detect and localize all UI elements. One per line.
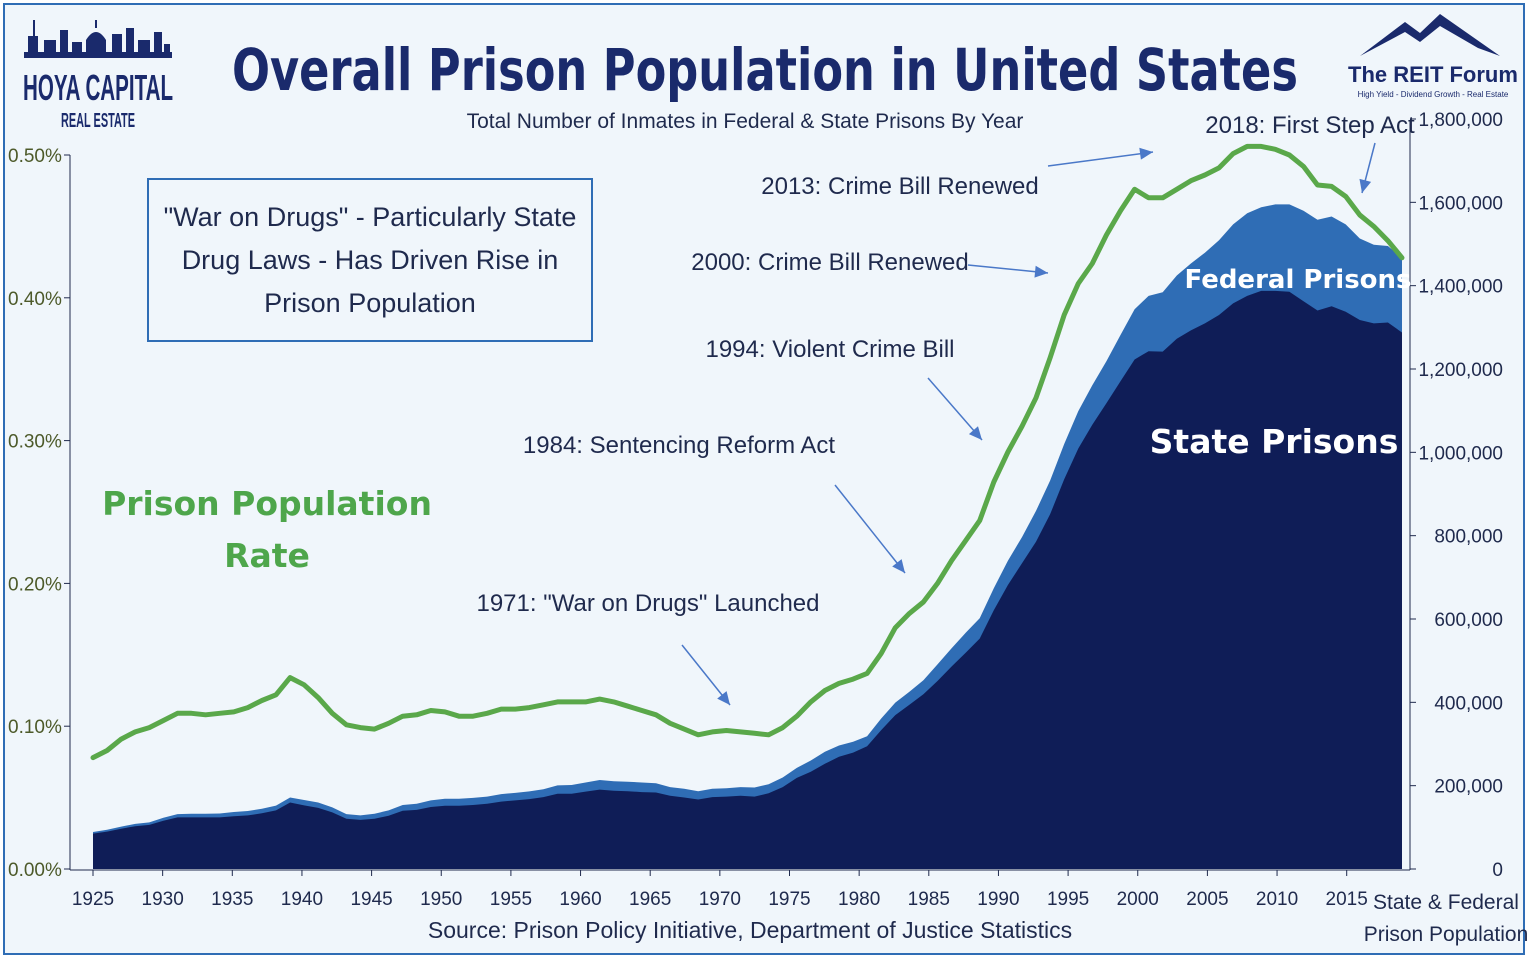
state-prisons-label: State Prisons	[1150, 422, 1399, 461]
x-tick-label: 1975	[768, 889, 810, 910]
x-tick-label: 1925	[72, 889, 114, 910]
mountain-icon	[1360, 14, 1500, 56]
prison-rate-line	[90, 143, 1405, 761]
right-tick-label: 1,600,000	[1418, 193, 1503, 214]
state-prisons-area	[93, 290, 1402, 869]
arrowhead-icon	[1139, 147, 1153, 160]
right-tick-label: 800,000	[1434, 527, 1503, 548]
annotation-arrow-line	[927, 377, 983, 441]
right-tick-label: 0	[1492, 860, 1503, 881]
x-tick-label: 1950	[420, 889, 462, 910]
annotation-1994: 1994: Violent Crime Bill	[705, 336, 954, 363]
annotation-2000: 2000: Crime Bill Renewed	[691, 249, 968, 276]
x-tick-label: 1995	[1047, 889, 1089, 910]
right-tick-label: 1,000,000	[1418, 443, 1503, 464]
arrowhead-icon	[968, 426, 982, 440]
right-axis-title-line1: State & Federal	[1373, 891, 1519, 914]
hoya-capital-logo: HOYA CAPITAL REAL ESTATE	[23, 20, 173, 132]
reit-forum-logo: The REIT Forum High Yield - Dividend Gro…	[1348, 14, 1518, 99]
arrowhead-icon	[717, 691, 730, 705]
chart-subtitle: Total Number of Inmates in Federal & Sta…	[467, 110, 1024, 133]
arrowhead-icon	[1034, 265, 1048, 278]
x-tick-label: 1970	[699, 889, 741, 910]
x-tick-label: 1955	[490, 889, 532, 910]
arrowhead-icon	[1359, 178, 1372, 193]
left-tick-label: 0.20%	[8, 574, 62, 595]
left-tick-label: 0.00%	[8, 860, 62, 881]
annotation-1971: 1971: "War on Drugs" Launched	[476, 590, 819, 617]
federal-prisons-label: Federal Prisons	[1184, 265, 1411, 295]
city-skyline-icon	[24, 20, 172, 58]
callout-line-1: "War on Drugs" - Particularly State	[164, 202, 577, 232]
x-tick-label: 1940	[281, 889, 323, 910]
left-tick-label: 0.10%	[8, 717, 62, 738]
x-tick-label: 1980	[838, 889, 880, 910]
source-note: Source: Prison Policy Initiative, Depart…	[428, 917, 1072, 943]
x-tick-label: 1960	[559, 889, 601, 910]
x-tick-label: 2000	[1117, 889, 1159, 910]
rate-label-line1: Prison Population	[102, 484, 432, 523]
annotation-2013: 2013: Crime Bill Renewed	[761, 173, 1038, 200]
right-tick-label: 200,000	[1434, 777, 1503, 798]
right-tick-label: 600,000	[1434, 610, 1503, 631]
callout-line-2: Drug Laws - Has Driven Rise in	[182, 245, 559, 275]
x-tick-label: 2015	[1326, 889, 1368, 910]
left-tick-label: 0.40%	[8, 289, 62, 310]
right-tick-label: 1,400,000	[1418, 277, 1503, 298]
annotation-arrow-line	[834, 484, 906, 574]
x-tick-label: 1930	[142, 889, 184, 910]
logo-right-tagline: High Yield - Dividend Growth - Real Esta…	[1358, 90, 1509, 99]
annotation-1984: 1984: Sentencing Reform Act	[523, 432, 836, 459]
axes: 0.00% 0.10% 0.20% 0.30% 0.40% 0.50% 0 200,000 40…	[8, 110, 1503, 910]
arrowhead-icon	[892, 559, 905, 573]
left-tick-label: 0.30%	[8, 432, 62, 453]
x-tick-label: 2005	[1186, 889, 1228, 910]
x-tick-label: 1965	[629, 889, 671, 910]
annotation-2018: 2018: First Step Act	[1205, 112, 1415, 139]
x-tick-label: 1990	[977, 889, 1019, 910]
callout-box: "War on Drugs" - Particularly State Drug…	[147, 178, 593, 342]
right-axis-title-line2: Prison Population	[1364, 923, 1529, 946]
annotation-arrow-line	[967, 264, 1049, 274]
right-tick-label: 1,800,000	[1418, 110, 1503, 131]
chart-title: Overall Prison Population in United Stat…	[232, 36, 1298, 104]
annotation-arrow-line	[1047, 151, 1154, 167]
x-tick-label: 1935	[211, 889, 253, 910]
logo-left-line2: REAL ESTATE	[61, 110, 135, 132]
annotation-arrows	[681, 142, 1376, 706]
x-tick-label: 2010	[1256, 889, 1298, 910]
right-tick-label: 1,200,000	[1418, 360, 1503, 381]
rate-label-line2: Rate	[224, 536, 310, 575]
right-tick-label: 400,000	[1434, 693, 1503, 714]
x-tick-label: 1985	[908, 889, 950, 910]
left-tick-label: 0.50%	[8, 146, 62, 167]
callout-line-3: Prison Population	[264, 288, 476, 318]
logo-left-line1: HOYA CAPITAL	[23, 67, 173, 108]
x-tick-label: 1945	[350, 889, 392, 910]
logo-right-name: The REIT Forum	[1348, 62, 1518, 87]
annotations: 1971: "War on Drugs" Launched 1984: Sent…	[476, 112, 1415, 617]
